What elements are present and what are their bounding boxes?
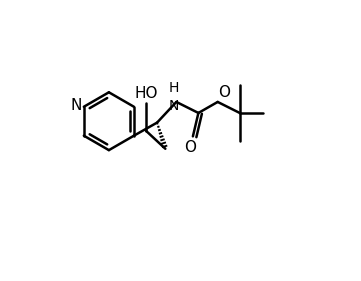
Text: HO: HO — [134, 85, 158, 101]
Text: N: N — [70, 98, 82, 113]
Text: O: O — [184, 140, 196, 155]
Text: O: O — [218, 85, 231, 100]
Text: N: N — [169, 99, 179, 113]
Text: H: H — [169, 81, 179, 95]
